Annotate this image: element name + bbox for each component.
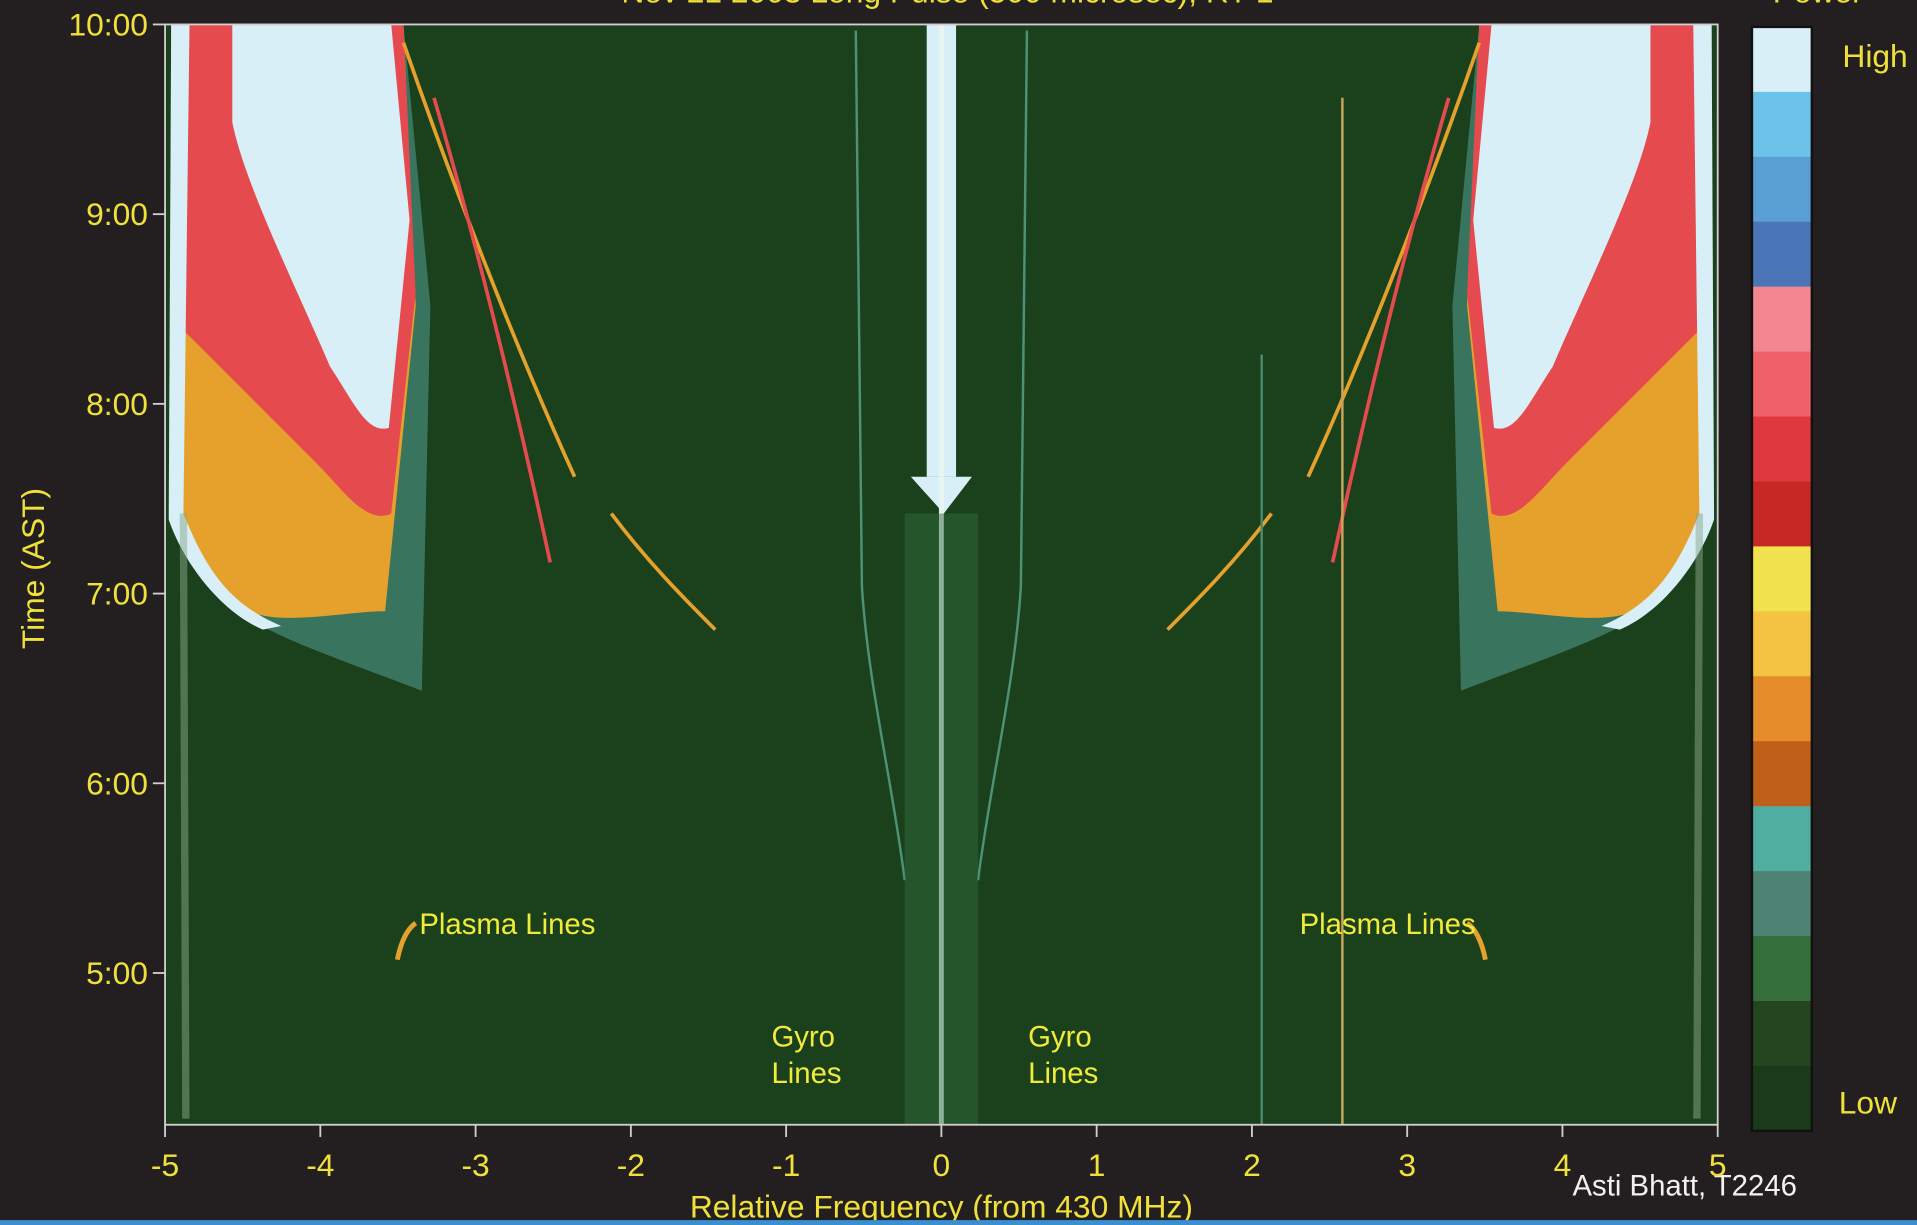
y-tick-label: 6:00 [86,765,148,801]
annotation: Lines [771,1057,841,1090]
colorbar-segment [1752,1066,1812,1132]
x-tick-label: 1 [1088,1147,1106,1183]
colorbar-segment [1752,871,1812,937]
colorbar-segment [1752,27,1812,93]
colorbar-low: Low [1839,1085,1898,1121]
colorbar-segment [1752,806,1812,872]
annotation: Gyro [771,1021,835,1054]
credit: Asti Bhatt, T2246 [1572,1170,1796,1203]
x-tick-label: 2 [1243,1147,1261,1183]
x-tick-label: -5 [151,1147,179,1183]
colorbar-segment [1752,676,1812,742]
x-tick-label: 4 [1554,1147,1572,1183]
y-tick-label: 8:00 [86,386,148,422]
y-tick-label: 10:00 [68,6,148,42]
x-tick-label: 0 [933,1147,951,1183]
annotation: Lines [1028,1057,1098,1090]
x-axis-label: Relative Frequency (from 430 MHz) [690,1189,1193,1225]
x-tick-label: 3 [1398,1147,1416,1183]
x-tick-label: -4 [306,1147,334,1183]
annotation: Gyro [1028,1021,1092,1054]
annotation: Plasma Lines [1300,908,1476,941]
x-tick-label: 5 [1709,1147,1727,1183]
colorbar-segment [1752,481,1812,547]
y-tick-label: 7:00 [86,576,148,612]
x-tick-label: -1 [772,1147,800,1183]
colorbar-segment [1752,287,1812,353]
colorbar-segment [1752,352,1812,418]
colorbar-segment [1752,936,1812,1002]
colorbar-segment [1752,222,1812,288]
colorbar-segment [1752,92,1812,158]
colorbar-segment [1752,1001,1812,1067]
chart-title: Nov 21 2003 Long Pulse (500 microsec), R… [621,0,1273,9]
colorbar-segment [1752,611,1812,677]
window-edge [0,1220,1917,1225]
colorbar-segment [1752,157,1812,223]
annotation: Plasma Lines [419,908,595,941]
colorbar-segment [1752,417,1812,483]
chart: Nov 21 2003 Long Pulse (500 microsec), R… [0,0,1917,1225]
y-tick-label: 5:00 [86,955,148,991]
x-tick-label: -2 [617,1147,645,1183]
colorbar-high: High [1842,38,1907,74]
y-axis-label: Time (AST) [15,488,51,649]
colorbar-title: Power [1773,0,1863,9]
colorbar-segment [1752,546,1812,612]
colorbar-segment [1752,741,1812,807]
y-tick-label: 9:00 [86,196,148,232]
x-tick-label: -3 [461,1147,489,1183]
